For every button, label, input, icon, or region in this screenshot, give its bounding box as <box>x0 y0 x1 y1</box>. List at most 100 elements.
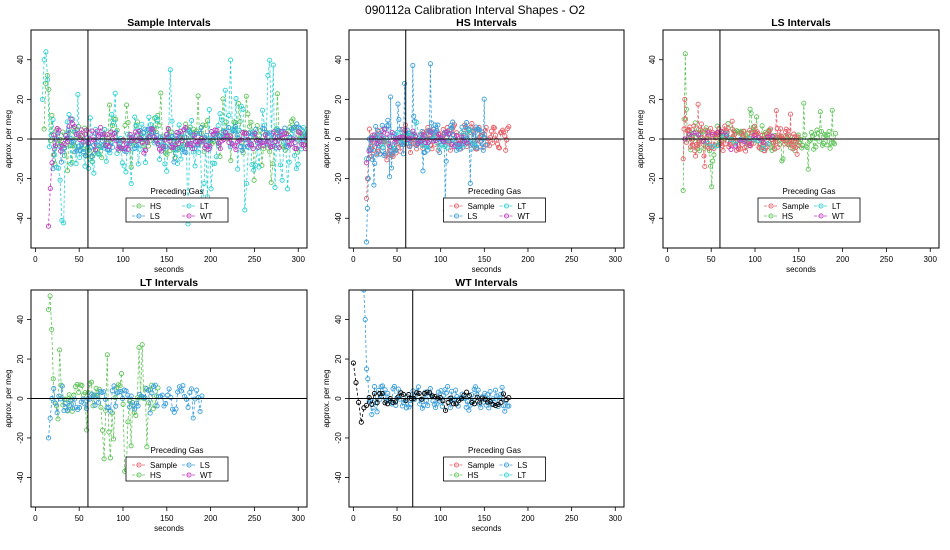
data-point <box>156 122 162 129</box>
data-point <box>435 122 441 128</box>
data-point <box>427 390 433 396</box>
data-point <box>111 436 117 442</box>
data-point <box>123 388 129 394</box>
data-point <box>280 135 286 141</box>
data-point <box>66 392 72 398</box>
data-point <box>468 146 474 152</box>
data-point <box>57 347 63 353</box>
data-point <box>395 101 401 107</box>
data-point <box>785 133 791 139</box>
data-point <box>109 111 115 117</box>
panel-title: LS Intervals <box>771 17 831 29</box>
x-tick-label: 250 <box>248 514 262 523</box>
data-point <box>486 405 492 411</box>
data-point <box>363 402 370 408</box>
data-point <box>394 135 400 141</box>
legend-entry-lt: LT <box>182 202 209 211</box>
legend-box <box>443 197 546 223</box>
data-point <box>155 117 161 123</box>
data-point <box>75 91 81 98</box>
data-point <box>392 148 398 154</box>
data-point <box>695 101 701 107</box>
data-point <box>251 167 257 173</box>
data-point <box>502 133 508 139</box>
data-point <box>760 139 766 145</box>
legend-swatch-point <box>453 472 460 478</box>
data-point <box>775 144 781 150</box>
x-tick-label: 150 <box>160 255 174 264</box>
data-point <box>475 387 481 393</box>
data-point <box>414 146 420 152</box>
data-point <box>445 145 451 151</box>
data-point <box>128 443 134 449</box>
data-point <box>55 416 61 422</box>
data-point <box>69 408 75 414</box>
data-point <box>403 405 409 411</box>
data-point <box>217 146 223 152</box>
data-point <box>112 90 118 96</box>
legend-entry-lt: LT <box>499 202 526 211</box>
legend-swatch-point <box>503 203 510 209</box>
data-point <box>435 131 442 137</box>
data-point <box>248 119 254 125</box>
legend-label: Sample <box>468 202 496 211</box>
data-point <box>109 388 115 394</box>
data-point <box>812 131 818 137</box>
legend-title: Preceding Gas <box>151 446 204 455</box>
data-point <box>215 123 221 129</box>
data-point <box>77 154 83 161</box>
data-point <box>65 139 71 145</box>
legend-entry-wt: WT <box>499 212 530 221</box>
data-point <box>183 125 189 131</box>
data-point <box>371 182 377 188</box>
legend-label: WT <box>200 471 213 480</box>
data-point <box>477 127 483 133</box>
data-point <box>469 121 475 127</box>
data-point <box>265 72 271 78</box>
data-point <box>395 386 401 392</box>
data-point <box>49 326 55 333</box>
data-point <box>697 141 703 147</box>
data-point <box>485 399 491 405</box>
data-point <box>833 130 839 136</box>
data-point <box>371 390 377 397</box>
y-tick-label: 40 <box>16 55 25 64</box>
data-point <box>272 184 278 190</box>
data-point <box>710 158 716 164</box>
data-point <box>393 147 399 153</box>
x-tick-label: 0 <box>33 514 38 523</box>
data-layer <box>45 293 205 474</box>
x-tick-label: 250 <box>248 255 262 264</box>
data-point <box>72 143 78 149</box>
data-point <box>41 57 47 63</box>
data-point <box>759 132 765 138</box>
data-point <box>191 146 197 152</box>
data-point <box>166 386 172 392</box>
data-point <box>756 135 762 141</box>
data-point <box>391 384 397 390</box>
data-point <box>375 387 382 393</box>
data-point <box>500 391 507 397</box>
data-point <box>106 144 112 150</box>
data-point <box>461 392 467 398</box>
data-point <box>805 166 811 172</box>
data-point <box>171 159 177 165</box>
data-point <box>474 394 480 400</box>
data-point <box>746 142 753 148</box>
series-hs <box>41 73 307 186</box>
data-point <box>245 111 251 117</box>
data-point <box>217 111 223 117</box>
data-point <box>47 185 53 192</box>
data-point <box>144 139 150 145</box>
legend-swatch-point <box>186 213 192 219</box>
data-point <box>189 146 196 152</box>
data-point <box>371 147 377 153</box>
data-point <box>83 406 89 412</box>
data-point <box>125 392 131 398</box>
data-point <box>472 384 479 390</box>
data-point <box>137 146 143 152</box>
data-point <box>467 127 473 133</box>
y-tick-label: -20 <box>16 172 25 184</box>
data-point <box>468 392 475 398</box>
